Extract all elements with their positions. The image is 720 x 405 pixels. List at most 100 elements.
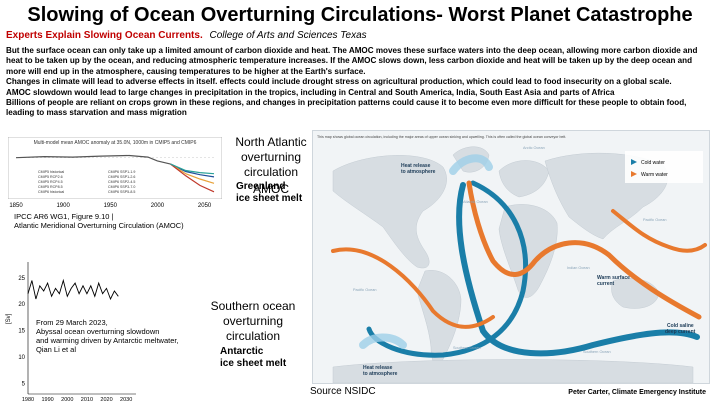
ocean-labels: Arctic Ocean Atlantic Ocean Pacific Ocea… xyxy=(353,146,666,354)
cold-saline-line-2: deep current xyxy=(665,329,696,335)
cold-deep-current-loop xyxy=(366,180,529,358)
slide-title: Slowing of Ocean Overturning Circulation… xyxy=(27,4,693,26)
y-axis-label: [Sv] xyxy=(6,313,12,324)
legend-entry: CMIP6 SSP5-8.5 xyxy=(108,190,135,194)
cold-deep-current xyxy=(456,182,700,357)
antarctic-line-2: ice sheet melt xyxy=(220,358,287,369)
atlantic-ocean-label: Atlantic Ocean xyxy=(463,200,488,204)
cold-arrow-icon xyxy=(631,159,637,165)
warm-surface-current-pacific xyxy=(331,247,495,329)
chart-title: Multi-model mean AMOC anomaly at 35.0N, … xyxy=(34,140,197,146)
amoc-label: AMOC xyxy=(253,182,289,196)
body-text: But the surface ocean can only take up a… xyxy=(6,46,714,119)
li-caption-line-2: Abyssal ocean overturning slowdown xyxy=(36,327,160,336)
north-atlantic-label: North Atlantic overturning circulation xyxy=(235,135,307,179)
legend-entry: CMIP6 SSP1-1.9 xyxy=(108,170,135,174)
amoc-x-axis: 1850 1900 1950 2000 2050 xyxy=(9,203,212,209)
ipcc-caption: IPCC AR6 WG1, Figure 9.10 | Atlantic Mer… xyxy=(14,212,184,230)
paragraph-3: AMOC slowdown would lead to large change… xyxy=(6,87,615,97)
y-tick-label: 20 xyxy=(18,302,25,308)
li-caption-line-1: From 29 March 2023, xyxy=(36,318,108,327)
pacific-ocean-west-label: Pacific Ocean xyxy=(353,288,376,292)
paragraph-4: Billions of people are reliant on crops … xyxy=(6,98,687,118)
x-tick-label: 1900 xyxy=(56,203,70,209)
greenland-line-1: Greenland xyxy=(236,181,286,192)
subtitle-institution: College of Arts and Sciences Texas xyxy=(209,30,367,41)
heat-release-south xyxy=(359,333,407,349)
y-tick-label: 10 xyxy=(18,355,25,361)
chart-plot-area xyxy=(15,154,215,193)
legend-warm: Warm water xyxy=(641,172,668,178)
legend-entry: CMIP5 RCP4.5 xyxy=(38,180,63,184)
legend-entry: CMIP5 RCP8.5 xyxy=(38,185,63,189)
legend-entry: CMIP6 SSP1-2.6 xyxy=(108,175,135,179)
x-tick-label: 1850 xyxy=(9,203,23,209)
map-header: This map shows global ocean circulation,… xyxy=(317,135,566,139)
legend-box xyxy=(625,151,703,183)
x-tick-label: 2010 xyxy=(81,397,93,403)
y-tick-label: 25 xyxy=(18,276,25,282)
warm-arrow-icon xyxy=(631,171,637,177)
southern-ocean-label-1: Southern Ocean xyxy=(453,346,481,350)
greenland-label: Greenland ice sheet melt xyxy=(236,181,302,205)
legend-entry: CMIP6 SSP3-7.0 xyxy=(108,185,135,189)
ocean-conveyor-map: This map shows global ocean circulation,… xyxy=(312,130,710,384)
legend-cold: Cold water xyxy=(641,160,665,166)
heat-release-bottom-line-2: to atmosphere xyxy=(363,371,398,377)
warm-surface-line-2: current xyxy=(597,281,615,287)
southern-ocean-label: Southern ocean overturning circulation xyxy=(210,299,296,343)
indian-ocean-label: Indian Ocean xyxy=(567,266,590,270)
chart-axes: 5 10 15 20 25 1980 1990 2000 2010 2020 2030 xyxy=(18,262,136,403)
li-caption: From 29 March 2023, Abyssal ocean overtu… xyxy=(36,318,179,354)
heat-release-north xyxy=(449,154,493,175)
heat-release-bottom-line-1: Heat release xyxy=(363,365,393,371)
cold-saline-line-1: Cold saline xyxy=(667,323,694,329)
map-graphic: This map shows global ocean circulation,… xyxy=(317,135,707,383)
series-line-3 xyxy=(170,163,215,193)
ipcc-caption-line-1: IPCC AR6 WG1, Figure 9.10 | xyxy=(14,212,114,221)
southern-ocean-label-2: Southern Ocean xyxy=(583,350,611,354)
greenland-line-2: ice sheet melt xyxy=(236,193,303,204)
australia-shape xyxy=(611,278,660,309)
x-tick-label: 2050 xyxy=(198,203,212,209)
source-label: Source NSIDC xyxy=(310,386,376,397)
series-line-2 xyxy=(170,163,215,184)
north-america-shape xyxy=(332,155,447,269)
y-tick-label: 15 xyxy=(18,329,25,335)
x-tick-label: 2000 xyxy=(61,397,73,403)
chart-frame xyxy=(8,137,222,199)
li-caption-line-3: and warming driven by Antarctic meltwate… xyxy=(36,336,179,345)
paragraph-1: But the surface ocean can only take up a… xyxy=(6,46,698,76)
antarctic-label: Antarctic ice sheet melt xyxy=(220,346,286,370)
author-credit: Peter Carter, Climate Emergency Institut… xyxy=(568,389,706,396)
map-legend: Cold water Warm water xyxy=(625,151,703,183)
x-tick-label: 1990 xyxy=(42,397,54,403)
x-tick-label: 2020 xyxy=(100,397,112,403)
paragraph-2: Changes in climate will lead to adverse … xyxy=(6,77,672,87)
antarctica-shape xyxy=(332,359,694,383)
pacific-ocean-label: Pacific Ocean xyxy=(643,218,666,222)
arctic-ocean-label: Arctic Ocean xyxy=(523,146,545,150)
x-tick-label: 2030 xyxy=(120,397,132,403)
chart-series xyxy=(27,278,119,301)
subtitle: Experts Explain Slowing Ocean Currents. … xyxy=(6,30,367,41)
warm-surface-current-north-pacific xyxy=(611,209,707,253)
amoc-projection-chart: Multi-model mean AMOC anomaly at 35.0N, … xyxy=(8,137,222,199)
map-annotations: Heat release to atmosphere Heat release … xyxy=(363,163,696,377)
heat-release-top-line-2: to atmosphere xyxy=(401,169,436,175)
warm-surface-current xyxy=(466,180,702,320)
x-tick-label: 1950 xyxy=(104,203,118,209)
overturning-series-line xyxy=(27,278,119,301)
ipcc-caption-line-2: Atlantic Meridional Overturning Circulat… xyxy=(14,221,184,230)
conveyor-currents xyxy=(331,154,707,358)
subtitle-source[interactable]: Experts Explain Slowing Ocean Currents. xyxy=(6,30,203,41)
x-tick-label: 2000 xyxy=(151,203,165,209)
series-line-4 xyxy=(170,163,215,175)
legend-entry: CMIP5 historical xyxy=(38,170,64,174)
europe-shape xyxy=(498,160,550,198)
y-tick-label: 5 xyxy=(22,381,26,387)
antarctic-line-1: Antarctic xyxy=(220,346,264,357)
warm-surface-line-1: Warm surface xyxy=(597,275,630,281)
heat-release-top-line-1: Heat release xyxy=(401,163,431,169)
